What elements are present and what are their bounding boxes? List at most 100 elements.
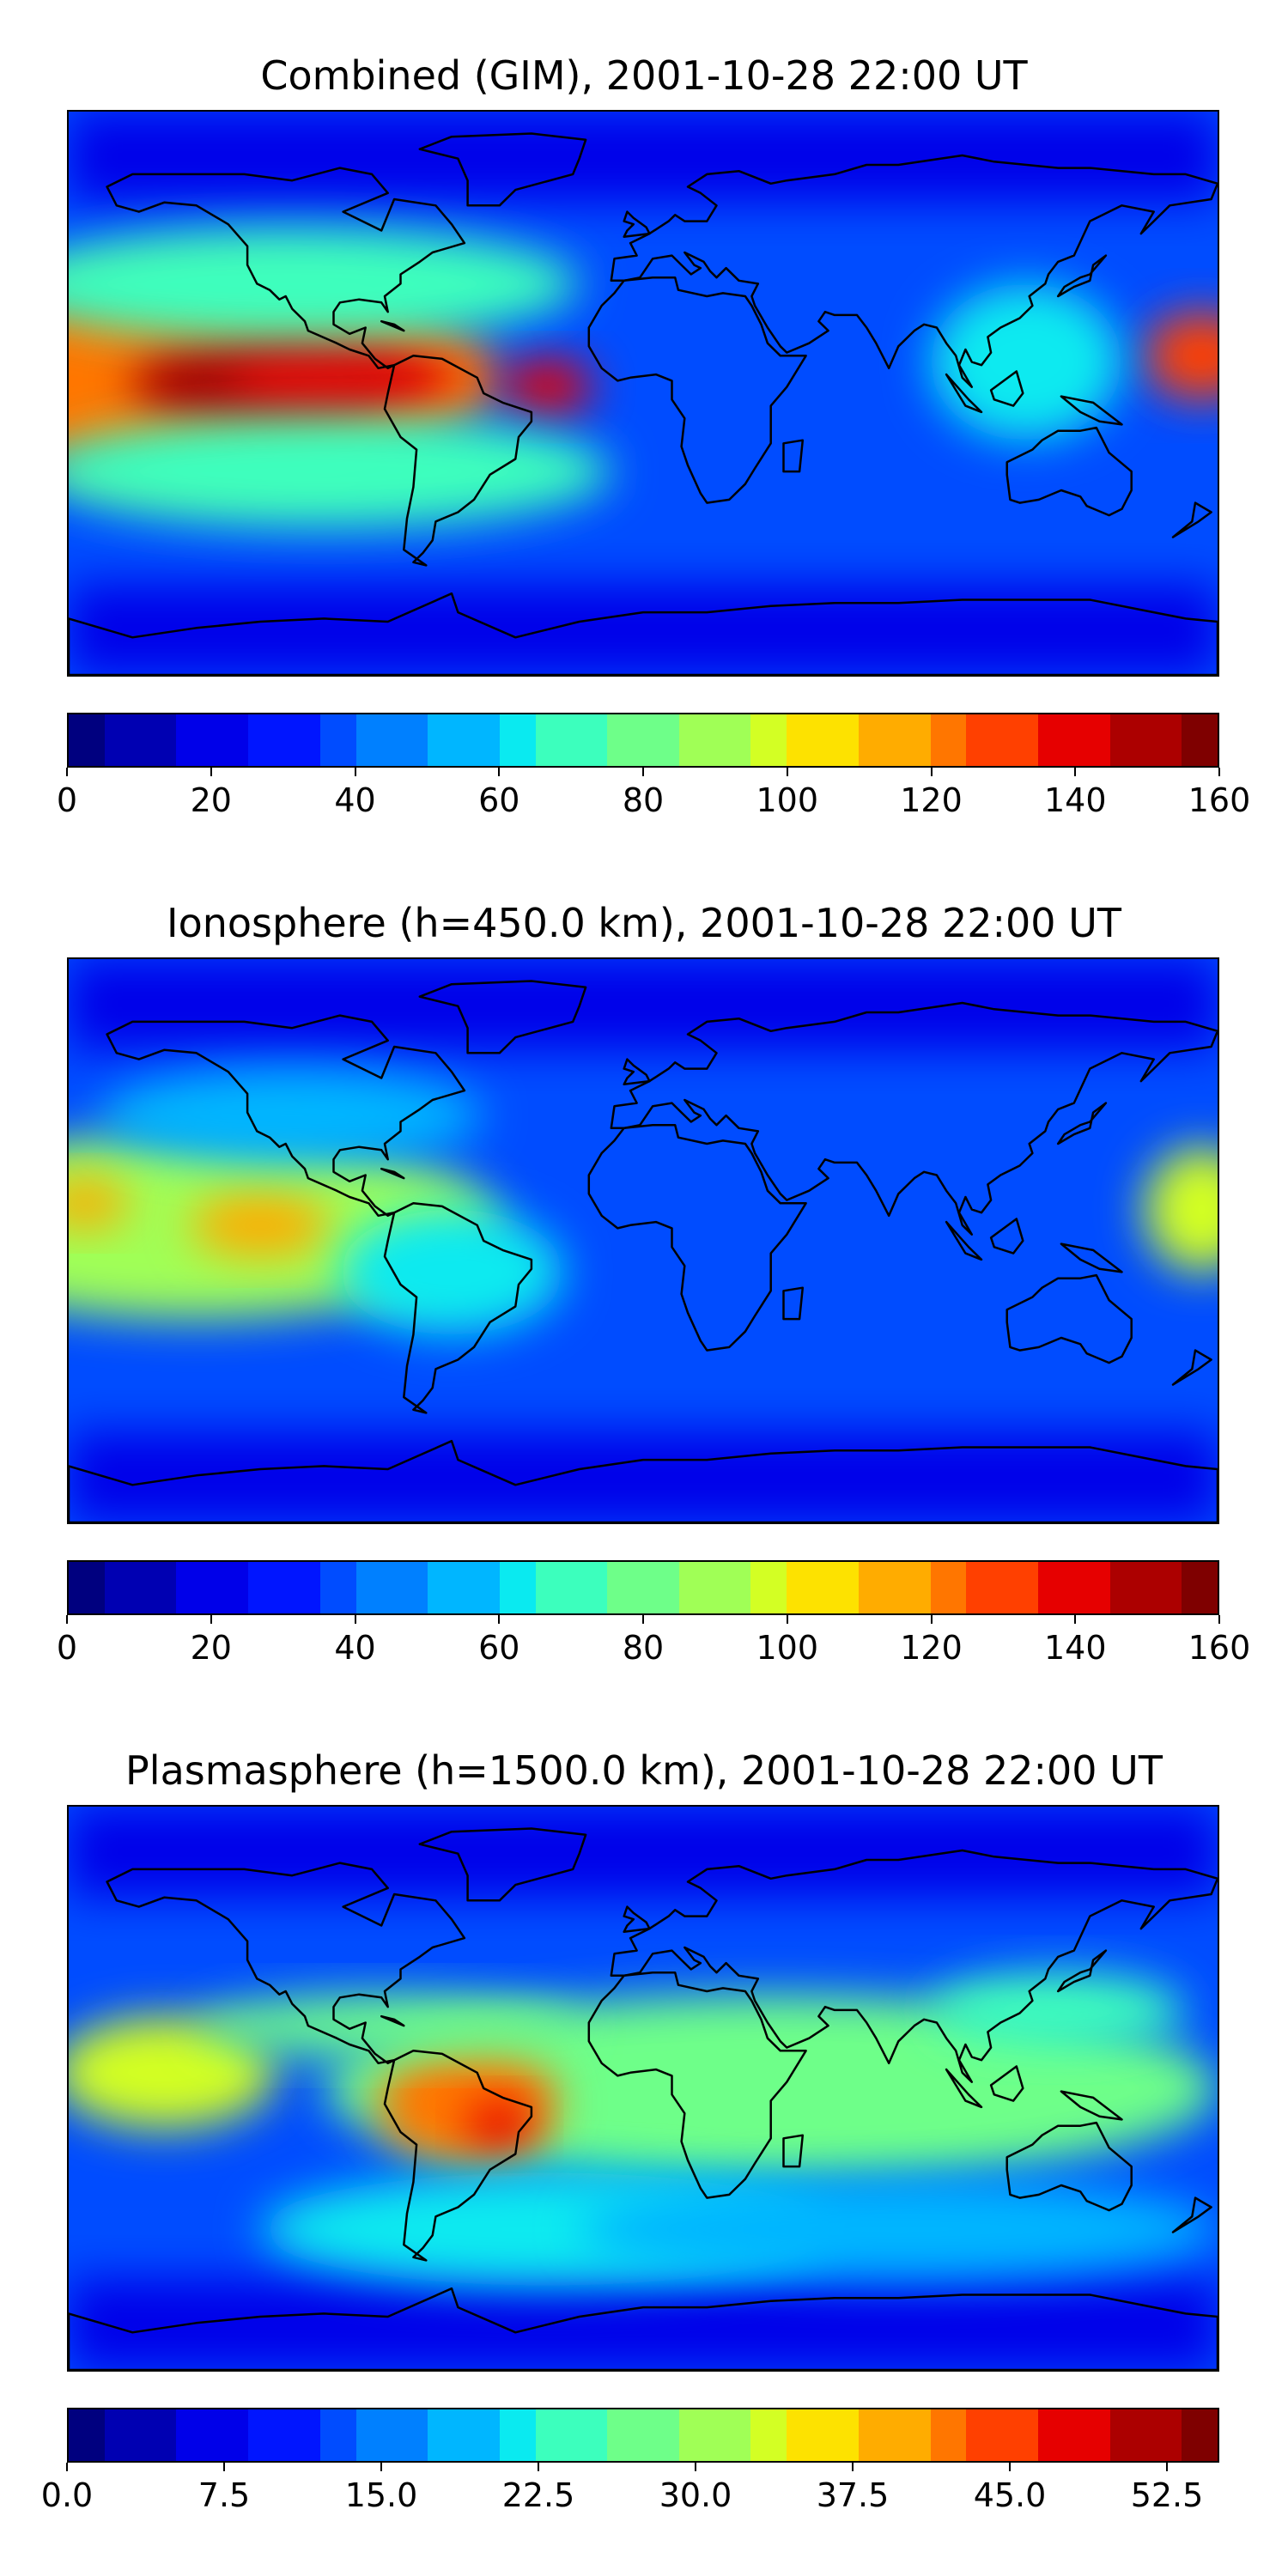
colorbar-segment: [750, 1562, 787, 1613]
colorbar-segment: [930, 714, 967, 766]
colorbar-segment: [355, 714, 392, 766]
tick-mark: [354, 1615, 356, 1624]
coastline: [782, 2134, 805, 2168]
colorbar-segment: [1182, 1562, 1218, 1613]
south-polar-band: [69, 1432, 1218, 1522]
colorbar-segment: [104, 1562, 141, 1613]
tick-label: 20: [190, 1629, 232, 1667]
colorbar-segment: [248, 714, 284, 766]
colorbar-segment: [283, 1562, 320, 1613]
tick-mark: [1218, 768, 1220, 776]
coastline: [1060, 2090, 1123, 2121]
density-contour: [69, 227, 580, 341]
tick-label: 40: [334, 1629, 376, 1667]
tec-map-plasmasphere: [69, 1807, 1218, 2370]
coastline: [418, 1827, 587, 1902]
tick-mark: [786, 768, 788, 776]
coastline: [1171, 1349, 1212, 1386]
coastline: [587, 276, 807, 504]
density-contour: [502, 358, 592, 416]
colorbar-segment: [714, 2409, 751, 2461]
colorbar-segment: [428, 714, 464, 766]
colorbar-segment: [714, 714, 751, 766]
colorbar-segment: [678, 2409, 715, 2461]
coastline: [1056, 1949, 1108, 1993]
coastline: [989, 370, 1024, 407]
tick-mark: [223, 2463, 225, 2471]
tick-label: 160: [1188, 1629, 1251, 1667]
tick-mark: [852, 2463, 854, 2471]
colorbar-segment: [535, 714, 572, 766]
coastline: [1060, 395, 1123, 426]
colorbar-segment: [392, 714, 428, 766]
coastline: [380, 2014, 405, 2027]
tick-mark: [66, 1615, 68, 1624]
colorbar-segment: [248, 1562, 284, 1613]
density-contour: [930, 283, 1122, 440]
colorbar-segment: [319, 1562, 356, 1613]
coastline: [383, 2050, 533, 2262]
colorbar-segment: [140, 2409, 177, 2461]
coastline: [989, 2065, 1024, 2102]
tick-label: 100: [756, 781, 819, 819]
colorbar-segment: [858, 2409, 895, 2461]
colorbar-segment: [1037, 2409, 1074, 2461]
tick-mark: [1166, 2463, 1168, 2471]
coastline: [1005, 2121, 1133, 2212]
colorbar-segment: [643, 714, 679, 766]
colorbar-segment: [212, 1562, 249, 1613]
tick-label: 52.5: [1130, 2476, 1204, 2514]
colorbar-segment: [248, 2409, 284, 2461]
colorbar-segment: [283, 714, 320, 766]
tec-map-combined: [69, 112, 1218, 675]
coastline: [945, 373, 983, 414]
map-plasmasphere: [67, 1805, 1219, 2372]
world-map-outline-icon: [69, 980, 1218, 1522]
colorbar-segment: [499, 714, 536, 766]
colorbar-segment: [1037, 714, 1074, 766]
colorbar-segment: [355, 2409, 392, 2461]
coastline: [418, 132, 587, 207]
colorbar-ticks-combined: 0 20 40 60 80 100 120 140 160: [57, 768, 1250, 819]
south-polar-band: [69, 585, 1218, 675]
colorbar-segment: [1145, 2409, 1182, 2461]
tick-label: 15.0: [344, 2476, 418, 2514]
colorbar-segment: [858, 1562, 895, 1613]
north-polar-band: [69, 959, 1218, 1049]
colorbar-segment: [607, 714, 643, 766]
colorbar-segment: [140, 714, 177, 766]
colorbar-segment: [535, 1562, 572, 1613]
colorbar-segment: [1109, 1562, 1146, 1613]
tick-mark: [695, 2463, 696, 2471]
colorbar-segment: [176, 2409, 213, 2461]
world-map-outline-icon: [69, 132, 1218, 675]
tick-label: 80: [622, 781, 665, 819]
tick-mark: [354, 768, 356, 776]
colorbar-segment: [823, 714, 859, 766]
coastline: [69, 1439, 1218, 1522]
colorbar-ticks-plasmasphere: 0.0 7.5 15.0 22.5 30.0 37.5 45.0 52.5: [41, 2463, 1219, 2514]
coastline: [587, 1971, 807, 2199]
colorbar-segment: [1073, 1562, 1110, 1613]
colorbar-segment: [176, 714, 213, 766]
colorbar-segment: [571, 714, 608, 766]
density-contour: [1144, 312, 1218, 400]
colorbar-segment: [678, 714, 715, 766]
coastline: [106, 1014, 466, 1218]
colorbar-segment: [499, 1562, 536, 1613]
colorbar-segment: [714, 1562, 751, 1613]
coastline: [782, 1286, 805, 1321]
colorbar-segment: [930, 2409, 967, 2461]
colorbar-segment: [392, 2409, 428, 2461]
tick-label: 60: [478, 781, 520, 819]
tick-label: 40: [334, 781, 376, 819]
colorbar-segment: [894, 2409, 931, 2461]
coastline: [945, 2068, 983, 2109]
colorbar-segment: [930, 1562, 967, 1613]
coastline: [610, 1001, 1218, 1236]
colorbar-segment: [392, 1562, 428, 1613]
tick-mark: [642, 768, 644, 776]
coastline: [380, 319, 405, 332]
colorbar-segment: [787, 714, 823, 766]
colorbar-segment: [1002, 2409, 1038, 2461]
